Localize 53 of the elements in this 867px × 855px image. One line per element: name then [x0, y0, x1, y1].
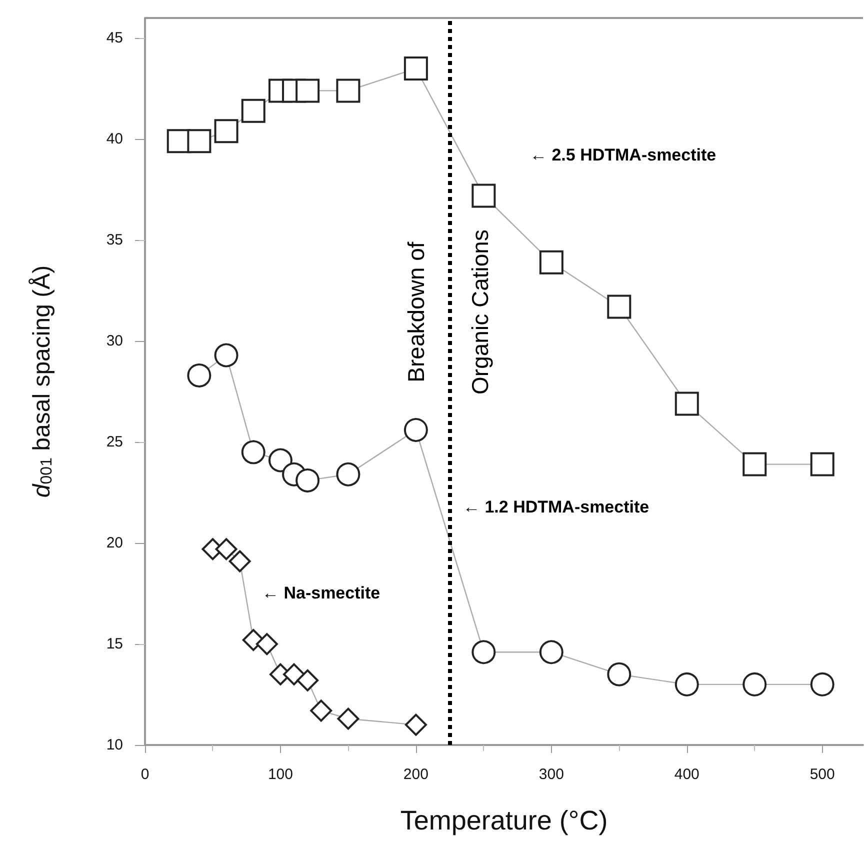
point [296, 669, 319, 692]
point [241, 440, 266, 464]
point [810, 452, 834, 476]
y-axis-title: d001 basal spacing (Å) [28, 265, 56, 498]
point [214, 343, 238, 368]
point [228, 550, 251, 572]
point [214, 119, 238, 144]
annotation: ← 1.2 HDTMA-smectite [463, 498, 650, 516]
point [268, 448, 292, 472]
x-tick-label: 100 [268, 766, 293, 783]
point [472, 184, 496, 208]
point [404, 714, 427, 736]
x-tick-label: 0 [140, 766, 150, 783]
text: Breakdown of Organic Cations [402, 230, 493, 394]
y-tick-label: 35 [106, 232, 123, 249]
x-tick-label: 300 [538, 766, 564, 783]
point [241, 98, 266, 123]
point [607, 294, 632, 319]
point [336, 78, 360, 103]
point [607, 662, 632, 686]
point [310, 700, 332, 722]
point [187, 363, 212, 388]
y-tick-label: 20 [106, 534, 123, 552]
y-tick-label: 15 [106, 636, 123, 653]
y-tick-label: 45 [106, 30, 123, 47]
point [539, 640, 564, 664]
annotation: ← 2.5 HDTMA-smectite [530, 146, 716, 164]
point [337, 708, 360, 730]
y-tick-label: 30 [106, 332, 123, 350]
point [187, 129, 212, 154]
point [674, 392, 699, 416]
point [296, 78, 320, 103]
x-axis-title: Temperature (°C) [400, 806, 608, 836]
y-tick-label: 10 [106, 736, 123, 754]
point [336, 462, 360, 486]
point [256, 633, 278, 656]
annotation: ← Na-smectite [262, 584, 380, 602]
x-tick-label: 400 [674, 766, 700, 783]
point [742, 672, 767, 696]
point [404, 418, 428, 442]
point [810, 672, 834, 696]
point [404, 56, 428, 80]
point [283, 663, 306, 686]
x-tick-label: 200 [403, 766, 428, 783]
y-tick-label: 40 [106, 130, 123, 148]
point [472, 640, 496, 664]
point [674, 672, 699, 696]
x-tick-label: 500 [810, 766, 835, 783]
point [539, 250, 564, 274]
point [296, 468, 320, 492]
point [215, 538, 238, 560]
y-tick-label: 25 [106, 434, 123, 451]
point [742, 452, 767, 476]
